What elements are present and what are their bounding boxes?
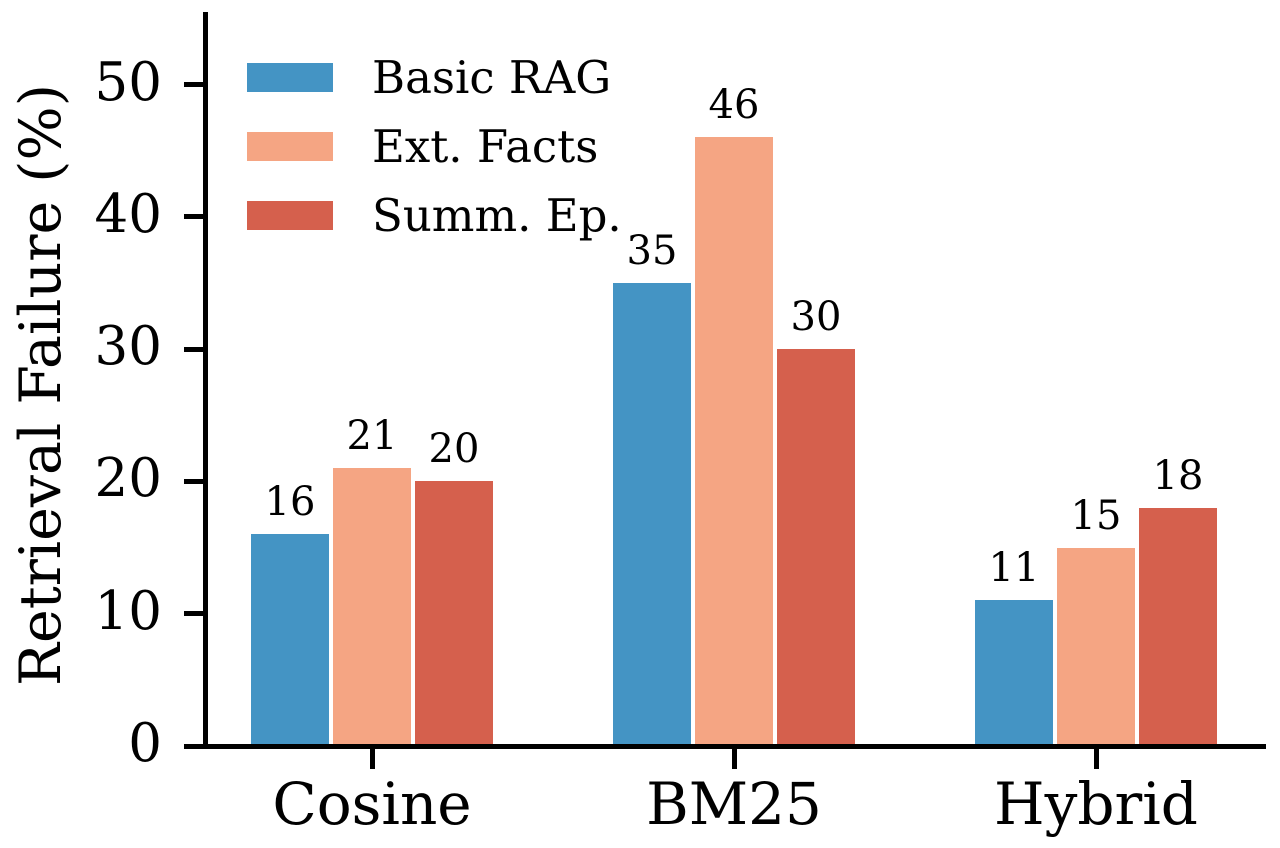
x-tick-label: Hybrid [994, 770, 1198, 838]
legend-item: Ext. Facts [247, 112, 622, 181]
y-tick-mark [184, 346, 203, 352]
y-tick-label: 20 [94, 448, 162, 510]
bar-value-label: 16 [264, 479, 316, 526]
y-tick-label: 50 [94, 51, 162, 113]
x-tick-label: Cosine [272, 770, 472, 838]
bar-summ-ep--cosine [415, 481, 493, 744]
x-tick-mark [731, 749, 737, 769]
y-tick-mark [184, 478, 203, 484]
bar-basic-rag-hybrid [975, 600, 1053, 744]
bar-basic-rag-bm25 [613, 282, 691, 744]
y-axis-spine [203, 12, 208, 749]
legend-swatch [247, 132, 333, 161]
bar-value-label: 15 [1070, 492, 1122, 539]
legend-swatch [247, 201, 333, 230]
legend-item: Basic RAG [247, 43, 622, 112]
bar-summ-ep--bm25 [777, 349, 855, 744]
legend-label: Basic RAG [372, 50, 612, 104]
bar-ext-facts-cosine [333, 468, 411, 744]
y-tick-mark [184, 611, 203, 617]
bar-summ-ep--hybrid [1139, 507, 1217, 744]
bar-basic-rag-cosine [251, 534, 329, 744]
x-tick-mark [369, 749, 375, 769]
x-axis-spine [203, 744, 1266, 749]
legend: Basic RAG Ext. Facts Summ. Ep. [247, 43, 622, 250]
bar-value-label: 46 [708, 82, 760, 129]
bar-value-label: 20 [428, 426, 480, 473]
legend-label: Summ. Ep. [372, 188, 622, 242]
y-tick-label: 40 [94, 183, 162, 245]
x-tick-mark [1093, 749, 1099, 769]
bar-ext-facts-hybrid [1057, 547, 1135, 744]
y-tick-mark [184, 743, 203, 749]
bar-value-label: 30 [790, 294, 842, 341]
y-tick-mark [184, 214, 203, 220]
bar-value-label: 35 [626, 227, 678, 274]
x-tick-label: BM25 [646, 770, 822, 838]
y-tick-label: 30 [94, 316, 162, 378]
bar-value-label: 18 [1152, 452, 1204, 499]
legend-item: Summ. Ep. [247, 181, 622, 250]
bar-value-label: 21 [346, 413, 398, 460]
y-tick-label: 0 [128, 713, 162, 774]
legend-swatch [247, 63, 333, 92]
bar-value-label: 11 [988, 545, 1040, 592]
legend-label: Ext. Facts [372, 119, 599, 173]
bar-ext-facts-bm25 [695, 137, 773, 744]
y-tick-mark [184, 82, 203, 87]
y-tick-label: 10 [94, 580, 162, 642]
